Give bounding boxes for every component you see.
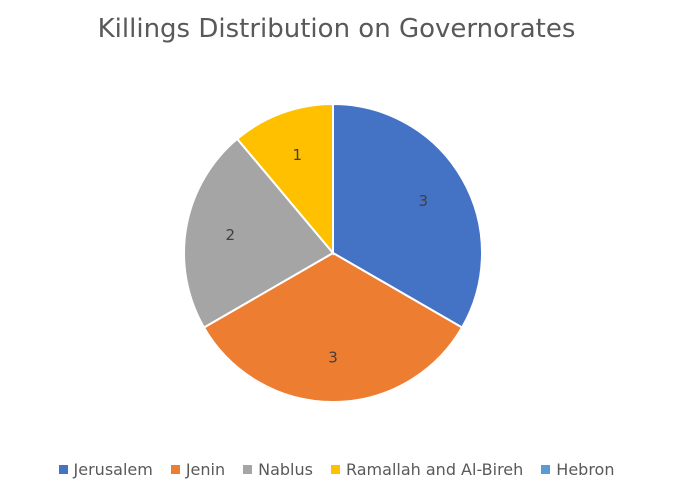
legend-swatch: [170, 465, 180, 474]
pie-slice-ramallah-and-al-bireh: [235, 102, 334, 256]
legend-swatch: [330, 465, 340, 474]
legend-label: Jerusalem: [73, 460, 153, 479]
legend-label: Ramallah and Al-Bireh: [345, 460, 524, 479]
legend: Jerusalem Jenin Nablus Ramallah and Al-Bire…: [0, 460, 673, 479]
legend-item-hebron: Hebron: [541, 460, 614, 479]
pie-slice-jenin: [202, 251, 464, 403]
legend-item-jerusalem: Jerusalem: [58, 460, 153, 479]
data-label-jenin: 3: [328, 348, 338, 366]
legend-label: Hebron: [556, 460, 615, 479]
legend-swatch: [58, 465, 68, 474]
legend-label: Jenin: [185, 460, 226, 479]
data-label-jerusalem: 3: [419, 192, 429, 210]
legend-item-nablus: Nablus: [243, 460, 313, 479]
data-label-nablus: 2: [226, 226, 236, 244]
data-label-ramallah-and-al-bireh: 1: [293, 146, 303, 164]
legend-item-jenin: Jenin: [170, 460, 226, 479]
legend-swatch: [243, 465, 253, 474]
pie-slice-jerusalem: [332, 102, 483, 329]
legend-item-ramallah-and-al-bireh: Ramallah and Al-Bireh: [330, 460, 524, 479]
chart-title: Killings Distribution on Governorates: [97, 14, 576, 44]
pie-slice-nablus: [183, 137, 335, 329]
legend-label: Nablus: [258, 460, 313, 479]
legend-swatch: [541, 465, 551, 474]
